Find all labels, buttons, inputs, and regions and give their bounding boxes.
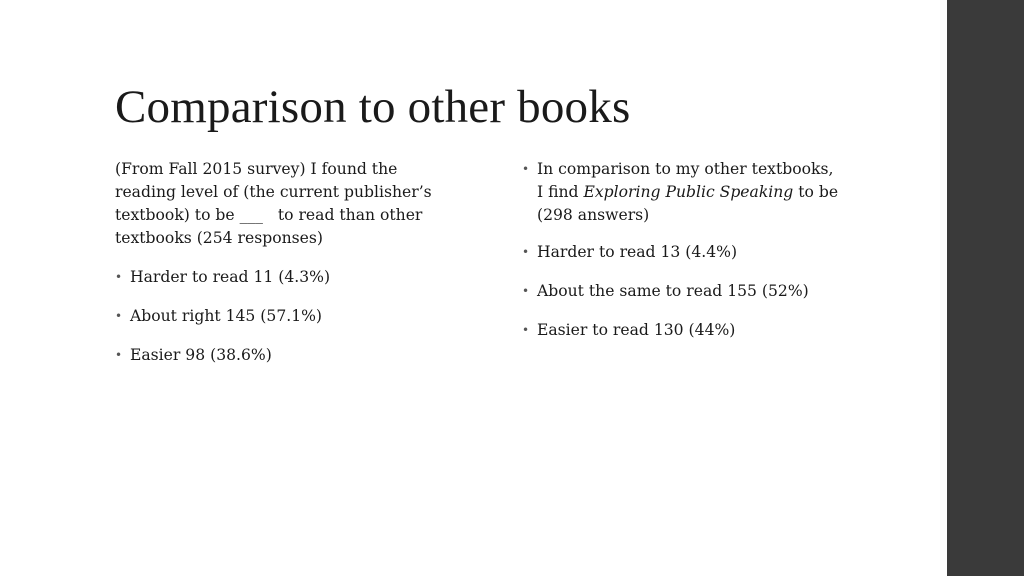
slide-title: Comparison to other books xyxy=(115,81,631,133)
slide-side-bar xyxy=(947,0,1024,576)
left-intro-line-3b: to read than other xyxy=(262,206,423,224)
right-intro-line-1: In comparison to my other textbooks, xyxy=(537,160,834,178)
list-item: • Easier 98 (38.6%) xyxy=(115,344,485,367)
left-intro-line-1: (From Fall 2015 survey) I found the xyxy=(115,160,398,178)
left-intro-line-2: reading level of (the current publisher’… xyxy=(115,183,432,201)
right-bullet-list: • In comparison to my other textbooks, I… xyxy=(522,158,912,342)
list-item: • In comparison to my other textbooks, I… xyxy=(522,158,912,227)
list-item-label: About the same to read 155 (52%) xyxy=(537,282,809,300)
list-item-label: Harder to read 13 (4.4%) xyxy=(537,243,738,261)
right-intro-line-2a: I find xyxy=(537,183,584,201)
list-item: • About right 145 (57.1%) xyxy=(115,305,485,328)
bullet-icon: • xyxy=(115,309,123,323)
bullet-icon: • xyxy=(115,348,123,362)
list-item-label: Easier to read 130 (44%) xyxy=(537,321,736,339)
bullet-icon: • xyxy=(115,270,123,284)
bullet-icon: • xyxy=(522,284,530,298)
left-intro-text: (From Fall 2015 survey) I found the read… xyxy=(115,158,485,250)
bullet-icon: • xyxy=(522,323,530,337)
bullet-icon: • xyxy=(522,245,530,259)
left-column: (From Fall 2015 survey) I found the read… xyxy=(115,158,485,383)
right-intro-line-2b: to be xyxy=(793,183,839,201)
list-item-label: Easier 98 (38.6%) xyxy=(130,346,272,364)
left-intro-line-4: textbooks (254 responses) xyxy=(115,229,323,247)
list-item: • Harder to read 13 (4.4%) xyxy=(522,241,912,264)
left-intro-line-3a: textbook) to be ___ xyxy=(115,206,263,224)
list-item-label: Harder to read 11 (4.3%) xyxy=(130,268,331,286)
left-bullet-list: • Harder to read 11 (4.3%) • About right… xyxy=(115,266,485,367)
list-item-label: About right 145 (57.1%) xyxy=(130,307,323,325)
right-column: • In comparison to my other textbooks, I… xyxy=(522,158,912,358)
list-item: • Harder to read 11 (4.3%) xyxy=(115,266,485,289)
list-item: • About the same to read 155 (52%) xyxy=(522,280,912,303)
list-item: • Easier to read 130 (44%) xyxy=(522,319,912,342)
book-title: Exploring Public Speaking xyxy=(583,183,794,201)
right-intro-line-3: (298 answers) xyxy=(537,206,650,224)
bullet-icon: • xyxy=(522,162,530,176)
